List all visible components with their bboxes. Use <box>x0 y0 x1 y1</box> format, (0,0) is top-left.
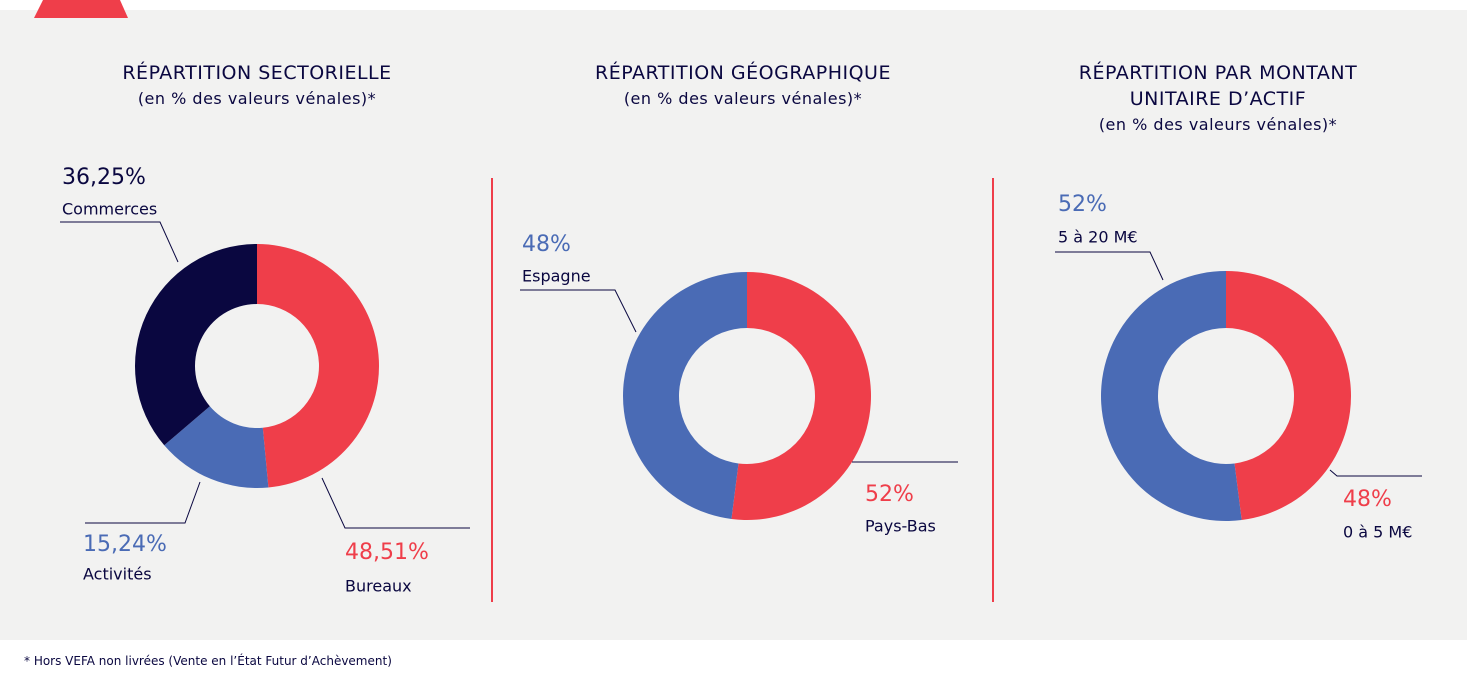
value-label: 52% <box>865 482 914 507</box>
leader-line <box>85 481 201 524</box>
category-label: Pays-Bas <box>865 517 936 536</box>
value-label: 36,25% <box>62 165 146 190</box>
category-label: Activités <box>83 565 152 584</box>
slice <box>731 272 872 520</box>
slice <box>257 244 379 488</box>
category-label: Espagne <box>522 267 591 286</box>
value-label: 48% <box>1343 487 1392 512</box>
decoration <box>34 0 128 18</box>
leader-line <box>1055 251 1164 281</box>
category-label: Commerces <box>62 200 157 219</box>
value-label: 48% <box>522 232 571 257</box>
leader-line <box>60 221 179 263</box>
value-label: 52% <box>1058 192 1107 217</box>
leader-line <box>1329 469 1422 477</box>
slice <box>164 406 269 488</box>
chart-subtitle: (en % des valeurs vénales)* <box>1098 115 1338 134</box>
chart-title: RÉPARTITION GÉOGRAPHIQUE (en % des valeur… <box>583 60 903 112</box>
chart-title: RÉPARTITION PAR MONTANT UNITAIRE D’ACTIF… <box>1058 60 1378 138</box>
category-label: 5 à 20 M€ <box>1058 228 1138 247</box>
leader-line <box>520 289 637 333</box>
slice <box>1100 271 1242 521</box>
chart-subtitle: (en % des valeurs vénales)* <box>623 89 863 108</box>
slice <box>135 244 257 446</box>
value-label: 15,24% <box>83 532 167 557</box>
footnote: * Hors VEFA non livrées (Vente en l’État… <box>24 654 392 668</box>
value-label: 48,51% <box>345 540 429 565</box>
slice <box>623 272 747 520</box>
category-label: 0 à 5 M€ <box>1343 523 1412 542</box>
slice <box>1226 271 1351 521</box>
chart-subtitle: (en % des valeurs vénales)* <box>137 89 377 108</box>
leader-line <box>321 477 470 529</box>
chart-title: RÉPARTITION SECTORIELLE (en % des valeurs… <box>97 60 417 112</box>
category-label: Bureaux <box>345 577 412 596</box>
